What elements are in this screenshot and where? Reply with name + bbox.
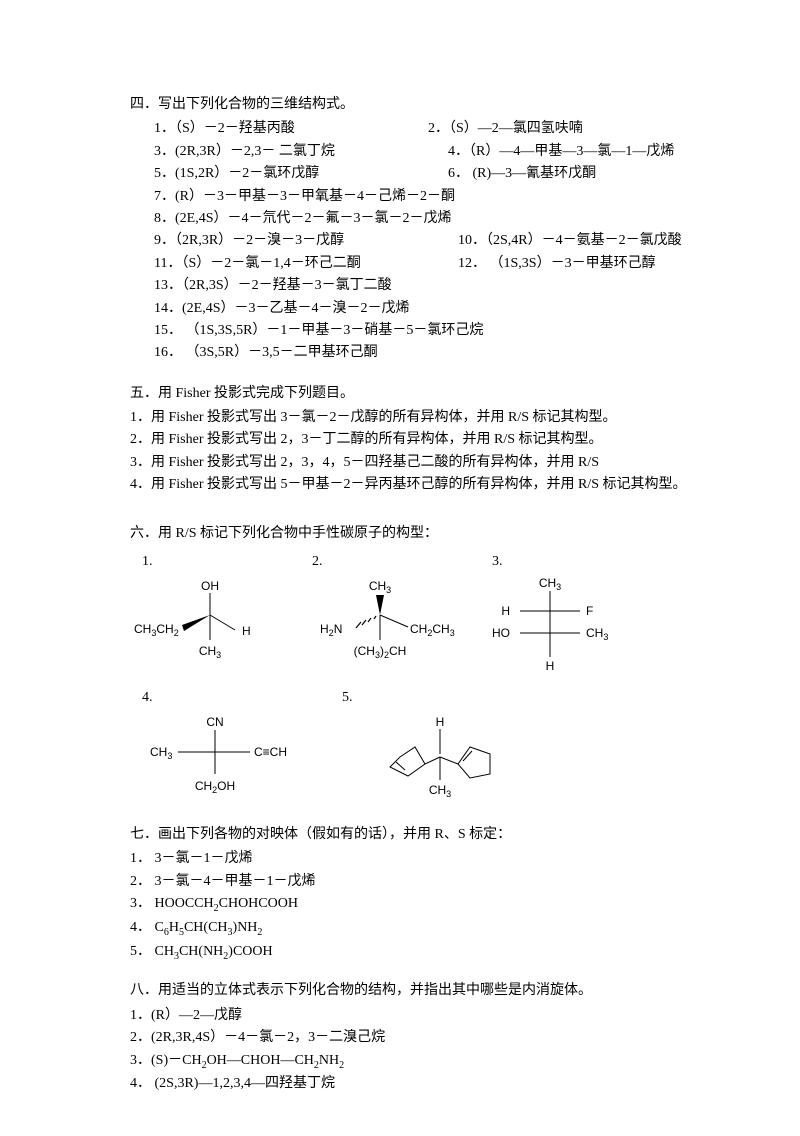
molecule-svg-5: H CH3 [330,712,550,812]
wedge-bond [376,595,384,615]
structure-1: 1. OH H CH3CH2 CH3 [130,551,280,675]
s4-item: 9．（2R,3R）－2－溴－3－戊醇 [154,230,434,252]
s8-item: 4． (2S,3R)—1,2,3,4—四羟基丁烷 [130,1073,710,1095]
label-ch3: CH3 [539,576,561,592]
structure-4: 4. CN CH3 C≡CH CH2OH [130,687,310,811]
label-h: H [546,659,555,673]
label-cn: CN [206,715,223,729]
molecule-svg-3: CH3 H F HO CH3 H [480,575,620,675]
label-ch3: CH3 [429,783,451,799]
s8-item: 1．(R）—2—戊醇 [130,1005,710,1027]
s4-item: 16． （3S,5R）－3,5－二甲基环己酮 [154,342,378,364]
s4-item: 4．（R）—4—甲基—3—氯—1—戊烯 [448,141,674,163]
s6-label: 1. [130,551,280,573]
label-h: H [436,715,445,729]
section-4-title: 四．写出下列化合物的三维结构式。 [130,94,710,116]
s4-item: 6． (R)—3—氰基环戊酮 [448,163,596,185]
label-ch2ch3: CH2CH3 [410,622,455,638]
s4-item: 10．（2S,4R）－4－氨基－2－氯戊酸 [458,230,682,252]
s7-item: 5． CH3CH(NH2)COOH [130,941,710,965]
s4-item: 5．(1S,2R）－2－氯环戊醇 [154,163,424,185]
s7-item: 4． C6H5CH(CH3)NH2 [130,917,710,941]
s7-item: 3． HOOCCH2CHOHCOOH [130,893,710,917]
dash-bond [356,616,376,628]
label-cch: C≡CH [254,745,287,759]
cyclopentene-left [390,747,425,776]
s6-label: 4. [130,687,310,709]
s4-item: 12． （1S,3S）－3－甲基环己醇 [458,253,656,275]
s4-item: 14．(2E,4S）－3－乙基－4－溴－2－戊烯 [154,298,410,320]
label-ch3: CH3 [369,579,391,595]
s4-item: 8．(2E,4S）－4－氘代－2－氟－3－氯－2－戊烯 [154,208,452,230]
label-ch3: CH3 [586,626,608,642]
label-ch2oh: CH2OH [195,779,235,795]
section-5-title: 五．用 Fisher 投影式完成下列题目。 [130,383,710,405]
s7-item: 1． 3－氯－1－戊烯 [130,848,710,870]
s4-item: 7．(R）－3－甲基－3－甲氧基－4－己烯－2－酮 [154,186,455,208]
s6-label: 5. [330,687,550,709]
label-h2n: H2N [320,622,342,638]
cyclopentene-right [458,747,490,778]
s4-item: 1．（S）－2－羟基丙酸 [154,118,404,140]
s4-item: 15． （1S,3S,5R）－1－甲基－3－硝基－5－氯环己烷 [154,320,483,342]
molecule-svg-1: OH H CH3CH2 CH3 [130,575,280,665]
section-7-title: 七．画出下列各物的对映体（假如有的话），并用 R、S 标定： [130,824,710,846]
s5-item: 3．用 Fisher 投影式写出 2，3，4，5－四羟基己二酸的所有异构体，并用… [130,452,710,474]
label-h: H [501,604,510,618]
s5-item: 1．用 Fisher 投影式写出 3－氯－2－戊醇的所有异构体，并用 R/S 标… [130,407,710,429]
structure-2: 2. CH3 H2N CH2CH3 (CH3)2CH [300,551,460,675]
structure-3: 3. CH3 H F HO CH3 H [480,551,620,675]
s4-item: 13．（2R,3S）－2－羟基－3－氯丁二酸 [154,275,434,297]
s8-item: 3．(S)－CH2OH—CHOH—CH2NH2 [130,1050,710,1074]
molecule-svg-2: CH3 H2N CH2CH3 (CH3)2CH [300,575,460,665]
label-ch3: CH3 [199,644,221,660]
label-f: F [586,604,593,618]
s5-item: 2．用 Fisher 投影式写出 2，3－丁二醇的所有异构体，并用 R/S 标记… [130,429,710,451]
s7-item: 2． 3－氯－4－甲基－1－戊烯 [130,871,710,893]
label-ho: HO [492,626,510,640]
s6-label: 3. [480,551,620,573]
label-ch32ch: (CH3)2CH [354,644,407,660]
s8-item: 2．(2R,3R,4S）－4－氯－2，3－二溴己烷 [130,1027,710,1049]
label-oh: OH [201,579,219,593]
label-ch3: CH3 [150,745,172,761]
s5-item: 4．用 Fisher 投影式写出 5－甲基－2－异丙基环己醇的所有异构体，并用 … [130,474,710,496]
label-h: H [242,624,251,638]
s4-item: 2．（S）—2—氯四氢呋喃 [428,118,583,140]
s4-item: 3．(2R,3R）－2,3－ 二氯丁烷 [154,141,424,163]
structure-5: 5. H CH3 [330,687,550,811]
molecule-svg-4: CN CH3 C≡CH CH2OH [130,712,310,802]
s6-label: 2. [300,551,460,573]
section-8-title: 八．用适当的立体式表示下列化合物的结构，并指出其中哪些是内消旋体。 [130,980,710,1002]
section-6-title: 六．用 R/S 标记下列化合物中手性碳原子的构型： [130,523,710,545]
wedge-bond [182,615,210,631]
label-ch3ch2: CH3CH2 [134,622,179,638]
s4-item: 11．（S）－2－氯－1,4－环己二酮 [154,253,434,275]
